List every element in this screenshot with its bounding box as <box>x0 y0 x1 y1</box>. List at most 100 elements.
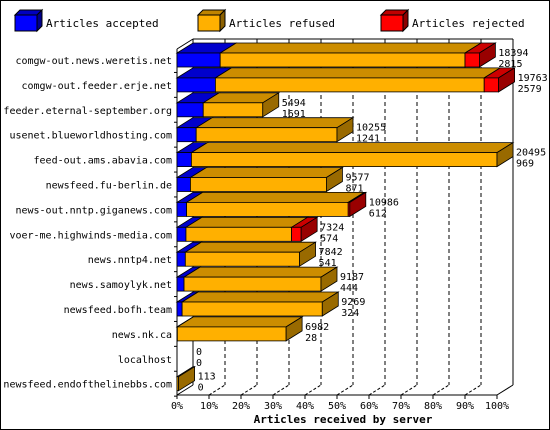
bar-value-label-bottom: 2579 <box>518 84 542 95</box>
bar-segment-accepted <box>176 276 185 292</box>
bar-segment-refused <box>219 52 466 68</box>
x-tick-label: 50% <box>328 401 346 412</box>
gridline-floor <box>272 384 290 396</box>
gridline-floor <box>368 384 386 396</box>
bar-value-label-top: 9269 <box>341 297 365 308</box>
bar-segment-side <box>496 141 514 168</box>
bar-segment-side <box>498 67 515 93</box>
bar-value-label-top: 9577 <box>345 173 369 184</box>
bar-value-label-bottom: 2815 <box>498 59 522 70</box>
bar-value-label-top: 19763 <box>518 73 548 84</box>
x-tick-label: 70% <box>392 401 410 412</box>
bar-segment-accepted <box>176 226 187 242</box>
bar-segment-side <box>326 166 343 193</box>
bar-value-label-bottom: 1691 <box>282 109 306 120</box>
x-tick-label: 80% <box>424 401 442 412</box>
legend-swatch-articles-rejected <box>380 14 404 32</box>
bar-segment-top <box>218 42 483 54</box>
plot-floor-right-edge <box>496 384 514 396</box>
bar-segment-refused <box>190 177 327 192</box>
x-tick-label: 40% <box>296 401 314 412</box>
gridline-floor <box>240 384 258 396</box>
bar-segment-refused <box>202 102 264 118</box>
bar-value-label-bottom: 28 <box>305 333 317 344</box>
gridline-floor <box>400 384 418 396</box>
bar-segment-top <box>182 266 339 278</box>
bar-segment-rejected <box>291 226 302 242</box>
x-tick-label: 60% <box>360 401 378 412</box>
gridline-floor <box>336 384 354 396</box>
bar-value-label-top: 7324 <box>320 222 344 233</box>
bar-value-label-bottom: 0 <box>196 358 202 369</box>
bar-segment-side <box>300 216 318 243</box>
bar-segment-side <box>299 241 316 267</box>
legend-label-articles-rejected: Articles rejected <box>412 17 525 30</box>
bar-value-label-top: 10255 <box>356 123 386 134</box>
category-label: news.samoylyk.net <box>70 280 172 291</box>
bar-segment-accepted <box>176 201 187 217</box>
bar-value-label-bottom: 969 <box>516 159 534 170</box>
bar-segment-side <box>336 116 354 143</box>
bar-value-label-top: 113 <box>198 372 216 383</box>
bar-segment-top <box>183 241 317 253</box>
bar-segment-refused <box>195 127 338 143</box>
bar-segment-accepted <box>176 152 192 168</box>
legend-label-articles-accepted: Articles accepted <box>46 17 159 30</box>
bar-segment-top <box>180 291 340 303</box>
bar-value-label-bottom: 574 <box>320 233 338 244</box>
category-label: feeder.eternal-september.org <box>3 106 172 117</box>
gridline-floor <box>304 384 322 396</box>
category-label: newsfeed.fu-berlin.de <box>46 181 172 192</box>
gridline-floor <box>432 384 450 396</box>
x-tick-label: 10% <box>200 401 218 412</box>
x-tick-label: 0% <box>171 401 183 412</box>
bar-segment-rejected <box>483 77 500 93</box>
bar-segment-side <box>321 291 339 317</box>
x-axis-title: Articles received by server <box>254 413 433 426</box>
category-label: comgw-out.news.weretis.net <box>15 56 172 67</box>
bar-segment-side <box>178 365 196 392</box>
bar-value-label-top: 20495 <box>516 148 546 159</box>
bar-value-label-top: 7842 <box>319 247 343 258</box>
bar-segment-refused <box>214 77 485 93</box>
bar-segment-side <box>262 92 280 118</box>
category-label: newsfeed.endofthelinebbs.com <box>3 380 172 391</box>
bar-segment-side <box>285 316 303 342</box>
category-label: news.nntp4.net <box>88 255 172 266</box>
bar-segment-top <box>194 117 355 129</box>
bar-segment-refused <box>183 276 322 292</box>
gridline-floor <box>208 384 226 396</box>
category-label: feed-out.ams.abavia.com <box>34 156 172 167</box>
bar-segment-top <box>190 142 515 154</box>
bar-segment-top <box>214 67 502 79</box>
plot-top-left-diagonal <box>176 38 194 50</box>
bar-value-label-bottom: 871 <box>345 184 363 195</box>
bar-segment-refused <box>185 226 292 242</box>
bar-segment-refused <box>184 251 300 267</box>
bar-segment-refused <box>176 326 287 342</box>
bar-value-label-top: 0 <box>196 347 202 358</box>
bar-segment-accepted <box>176 102 204 118</box>
bar-segment-top <box>184 216 309 228</box>
bar-segment-refused <box>186 201 349 217</box>
bar-segment-top <box>175 316 304 328</box>
gridline-floor <box>464 384 482 396</box>
bar-segment-side <box>349 191 367 218</box>
x-tick-label: 30% <box>264 401 282 412</box>
bar-segment-side <box>320 266 338 292</box>
bar-segment-refused <box>181 301 323 317</box>
category-label: usenet.blueworldhosting.com <box>9 131 172 142</box>
bar-segment-top <box>189 167 344 178</box>
bar-segment-accepted <box>176 251 186 267</box>
bar-segment-accepted <box>176 301 183 317</box>
bar-segment-top <box>185 191 366 203</box>
category-label: comgw-out.feeder.erje.net <box>21 81 172 92</box>
legend-swatch-articles-refused <box>197 14 221 32</box>
bar-value-label-bottom: 444 <box>340 283 358 294</box>
bar-value-label-bottom: 541 <box>319 258 337 269</box>
category-label: voer-me.highwinds-media.com <box>9 230 172 241</box>
plot-bottom-left-diagonal <box>176 384 194 396</box>
bar-value-label-bottom: 1241 <box>356 134 380 145</box>
